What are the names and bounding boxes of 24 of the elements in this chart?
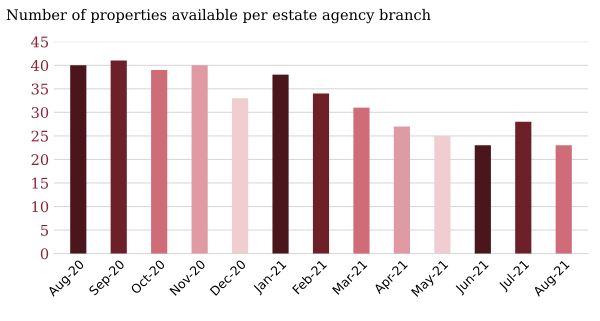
bar xyxy=(394,126,410,254)
y-tick-label: 15 xyxy=(32,178,48,189)
y-tick-label: 30 xyxy=(32,107,48,118)
y-tick-label: 5 xyxy=(41,224,48,236)
y-tick-label: 0 xyxy=(40,248,48,260)
bar xyxy=(434,136,450,254)
y-tick-label: 25 xyxy=(32,130,48,142)
bar xyxy=(70,65,86,254)
bar xyxy=(151,70,168,254)
bar xyxy=(556,145,572,254)
bar xyxy=(515,122,532,254)
y-tick-label: 45 xyxy=(31,36,48,48)
y-tick-label: 20 xyxy=(32,154,48,166)
bar xyxy=(110,60,127,254)
y-tick-label: 10 xyxy=(32,201,48,212)
bar xyxy=(474,145,491,254)
bar xyxy=(232,98,248,254)
y-tick-label: 35 xyxy=(32,84,48,95)
y-tick-label: 40 xyxy=(31,60,48,72)
bar xyxy=(192,65,208,254)
bar xyxy=(272,74,289,254)
bar xyxy=(312,94,330,254)
bar xyxy=(353,108,370,254)
chart-title: Number of properties available per estate agency branch xyxy=(6,8,431,24)
